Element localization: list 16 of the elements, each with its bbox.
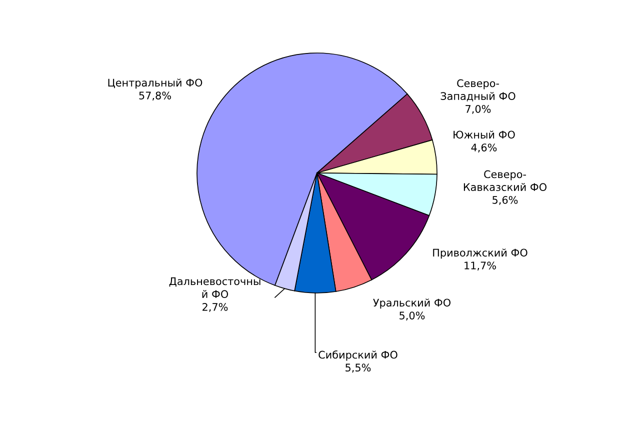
slice-label: Северо- Западный ФО	[440, 79, 516, 102]
slice-label: Центральный ФО	[108, 78, 202, 89]
data-label: 7,0%	[466, 104, 491, 114]
data-label: 5,5%	[346, 364, 371, 373]
slice-label: Уральский ФО	[373, 298, 450, 309]
data-label: 2,7%	[202, 302, 228, 312]
data-label: 11,7%	[464, 262, 496, 271]
data-label: 5,6%	[492, 196, 518, 205]
data-label: 4,6%	[471, 144, 497, 153]
legend-label: Дальневосточны й ФО	[169, 277, 260, 298]
slice-label: Северо- Кавказский ФО	[464, 170, 546, 192]
slice-label: Сибирский ФО	[318, 350, 398, 361]
data-label: 5,0%	[400, 312, 425, 321]
data-label: 57,8%	[139, 92, 171, 101]
slice-label: Южный ФО	[454, 130, 515, 139]
slice-label: Приволжский ФО	[433, 248, 528, 259]
